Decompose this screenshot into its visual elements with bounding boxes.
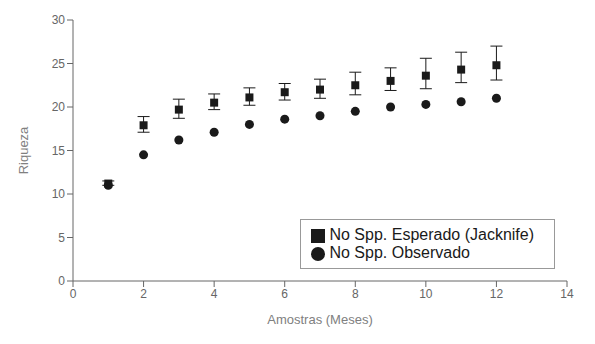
svg-text:Riqueza: Riqueza [16,126,31,174]
svg-text:10: 10 [419,287,433,301]
svg-text:30: 30 [52,13,66,27]
svg-text:20: 20 [52,100,66,114]
svg-text:12: 12 [490,287,504,301]
svg-text:8: 8 [352,287,359,301]
html-text:No Spp. Observado: No Spp. Observado [329,244,470,261]
svg-text:25: 25 [52,57,66,71]
svg-text:5: 5 [58,231,65,245]
svg-text:0: 0 [58,274,65,288]
svg-text:0: 0 [70,287,77,301]
svg-text:2: 2 [140,287,147,301]
svg-text:6: 6 [281,287,288,301]
svg-text:10: 10 [52,187,66,201]
svg-text:14: 14 [560,287,574,301]
html-text:No Spp. Esperado (Jacknife): No Spp. Esperado (Jacknife) [329,226,534,243]
svg-text:Amostras (Meses): Amostras (Meses) [267,312,372,327]
svg-text:15: 15 [52,144,66,158]
svg-text:4: 4 [211,287,218,301]
